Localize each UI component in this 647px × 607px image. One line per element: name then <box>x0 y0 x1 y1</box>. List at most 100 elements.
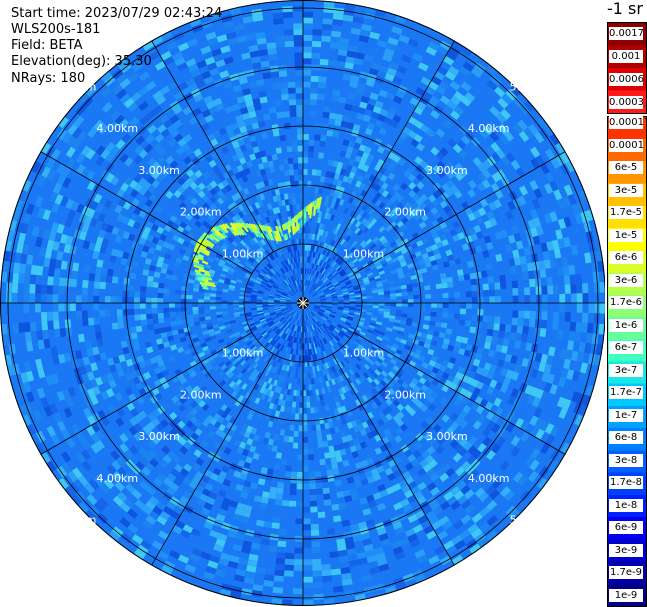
echo-gate <box>337 192 343 199</box>
echo-gate <box>395 349 403 355</box>
echo-gate <box>248 198 255 206</box>
echo-gate <box>251 312 258 316</box>
echo-gate <box>255 280 262 284</box>
echo-gate <box>530 294 537 303</box>
echo-gate <box>355 378 362 386</box>
echo-gate <box>285 303 292 305</box>
echo-gate <box>303 460 309 467</box>
echo-gate <box>231 383 239 391</box>
echo-gate <box>305 215 310 222</box>
echo-gate <box>134 285 141 292</box>
echo-gate <box>292 588 303 595</box>
echo-gate <box>177 384 186 392</box>
echo-gate <box>368 324 375 329</box>
echo-gate <box>334 479 342 487</box>
echo-gate <box>371 315 378 319</box>
echo-gate <box>270 451 277 458</box>
echo-gate <box>263 78 273 85</box>
echo-gate <box>282 311 288 315</box>
echo-gate <box>333 515 342 523</box>
echo-gate <box>36 265 44 276</box>
echo-gate <box>281 93 289 101</box>
echo-gate <box>304 285 306 292</box>
echo-gate <box>309 348 313 355</box>
echo-gate <box>291 360 295 367</box>
echo-gate <box>325 206 331 214</box>
echo-gate <box>427 329 435 336</box>
echo-gate <box>279 82 288 89</box>
echo-gate <box>296 471 303 478</box>
echo-gate <box>240 248 247 255</box>
echo-gate <box>231 201 238 209</box>
echo-gate <box>293 233 297 240</box>
echo-gate <box>83 264 91 273</box>
echo-gate <box>399 374 407 382</box>
echo-gate <box>193 186 202 194</box>
echo-gate <box>289 395 294 402</box>
echo-gate <box>305 326 308 332</box>
echo-gate <box>200 385 208 393</box>
echo-gate <box>335 257 341 263</box>
echo-gate <box>290 282 295 289</box>
echo-gate <box>355 418 362 426</box>
echo-gate <box>305 268 307 274</box>
echo-gate <box>275 271 281 277</box>
echo-gate <box>389 195 397 204</box>
echo-gate <box>288 436 294 443</box>
echo-gate <box>227 354 235 361</box>
echo-gate <box>301 320 303 327</box>
echo-gate <box>506 303 513 311</box>
echo-gate <box>241 344 248 350</box>
echo-gate <box>312 317 317 323</box>
echo-gate <box>377 253 384 260</box>
echo-gate <box>199 224 207 232</box>
echo-gate <box>305 285 308 292</box>
echo-gate <box>236 355 243 362</box>
echo-gate <box>441 282 448 289</box>
echo-gate <box>246 425 253 433</box>
echo-gate <box>326 304 333 306</box>
echo-gate <box>354 338 361 345</box>
echo-gate <box>482 283 489 291</box>
echo-gate <box>574 331 582 342</box>
echo-gate <box>329 314 335 319</box>
echo-gate <box>244 200 251 208</box>
echo-gate <box>287 383 292 390</box>
echo-gate <box>346 318 353 323</box>
echo-gate <box>358 319 365 323</box>
echo-gate <box>288 293 294 297</box>
echo-gate <box>204 289 211 294</box>
echo-gate <box>70 286 77 296</box>
echo-gate <box>288 99 297 106</box>
echo-gate <box>353 349 360 356</box>
echo-gate <box>280 297 286 300</box>
echo-gate <box>332 130 340 138</box>
echo-gate <box>281 364 286 371</box>
echo-gate <box>325 295 332 298</box>
echo-gate <box>53 328 61 338</box>
echo-gate <box>286 365 290 372</box>
echo-gate <box>397 231 405 238</box>
echo-gate <box>294 174 299 181</box>
echo-gate <box>214 330 221 335</box>
echo-gate <box>313 360 317 367</box>
echo-gate <box>304 244 308 251</box>
echo-gate <box>358 268 365 273</box>
echo-gate <box>378 256 386 262</box>
echo-gate <box>295 287 299 293</box>
echo-gate <box>330 214 335 221</box>
echo-gate <box>272 403 278 411</box>
echo-gate <box>454 292 461 298</box>
echo-gate <box>357 353 364 360</box>
echo-gate <box>374 199 382 207</box>
echo-gate <box>403 272 411 278</box>
echo-gate <box>286 315 292 321</box>
echo-gate <box>345 251 352 257</box>
echo-gate <box>259 386 266 394</box>
echo-gate <box>292 282 296 288</box>
echo-gate <box>253 208 260 216</box>
echo-gate <box>227 169 235 177</box>
echo-gate <box>281 453 288 460</box>
echo-gate <box>326 257 331 264</box>
echo-gate <box>257 392 263 399</box>
